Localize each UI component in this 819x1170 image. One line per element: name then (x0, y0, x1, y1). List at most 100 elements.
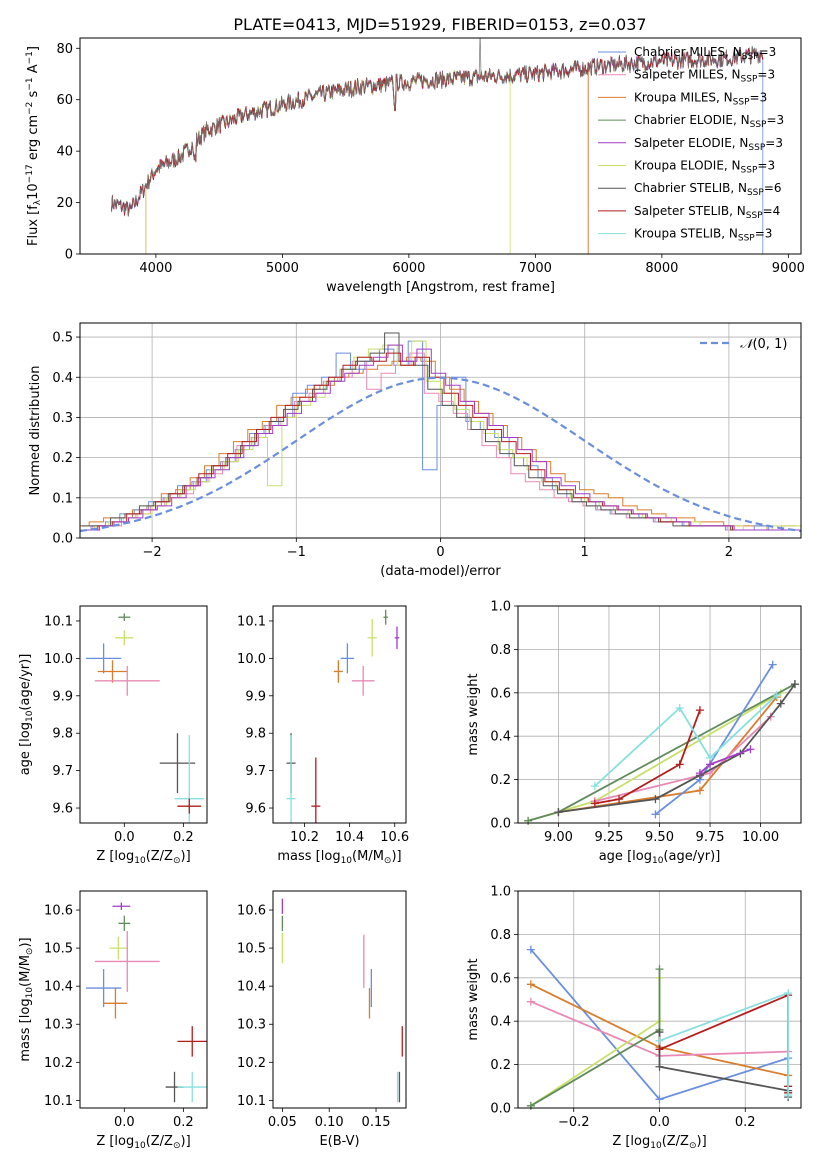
series-marker (776, 699, 785, 708)
label-part: =6 (764, 181, 782, 195)
x-axis-label: Z [log10(Z/Z⊙)] (612, 1134, 706, 1151)
y-tick-label: 0.4 (490, 730, 511, 745)
y-tick-label: 1.0 (490, 600, 511, 615)
axes-frame (79, 890, 208, 1109)
label-part: (age/yr)] (18, 654, 33, 711)
axes-frame (517, 605, 802, 824)
x-tick-label: 0.05 (268, 1115, 297, 1130)
y-tick-label: 9.7 (52, 764, 73, 779)
series-line (594, 716, 772, 803)
x-tick-label: 9.50 (645, 830, 674, 845)
x-tick-label: 9.00 (544, 830, 573, 845)
label-part: =3 (765, 136, 783, 150)
y-tick-label: 10.1 (237, 614, 266, 629)
panels: 4000 5000 6000 7000 8000 9000020406080wavelen… (18, 37, 805, 1151)
label-part: 10 (25, 987, 35, 999)
series-line (527, 683, 796, 822)
y-tick-label: 10.1 (44, 614, 73, 629)
x-tick-label: 0 (436, 545, 444, 560)
label-part: age [log (599, 849, 652, 864)
y-axis-label: age [log10(age/yr)] (18, 654, 35, 776)
x-tick-label: 0.10 (315, 1115, 344, 1130)
x-tick-label: 5000 (266, 261, 299, 276)
y-tick-label: 0.5 (52, 331, 73, 346)
x-axis-label: mass [log10(M/M⊙)] (277, 849, 401, 866)
series (526, 945, 793, 1110)
figure-title: PLATE=0413, MJD=51929, FIBERID=0153, z=0… (233, 15, 646, 34)
y-tick-label: 9.9 (52, 689, 73, 704)
legend-label: Chabrier MILES, NSSP=3 (634, 45, 776, 62)
label-part: 10 (134, 1141, 146, 1151)
series (524, 660, 799, 825)
series-marker (790, 680, 799, 689)
chart-mass_vs_Z: 0.0 0.210.110.210.310.410.510.6Z [log10(Z… (18, 890, 208, 1151)
label-part: =3 (755, 227, 773, 241)
x-tick-label: 0.0 (649, 1115, 670, 1130)
label-part: Chabrier STELIB, N (634, 181, 747, 195)
series-marker (655, 1036, 664, 1045)
y-tick-label: 9.8 (245, 727, 266, 742)
x-tick-label: 10.6 (380, 830, 409, 845)
label-part: Salpeter ELODIE, N (634, 136, 748, 150)
label-part: ⊙ (689, 1141, 697, 1151)
legend-label: Chabrier STELIB, NSSP=6 (634, 181, 782, 198)
x-axis-label: E(B-V) (319, 1134, 359, 1149)
chart-mass_vs_ebv: 0.05 0.10 0.15 10.1 10.2 10.3 10.4 10.5 10.6 E(B-… (237, 890, 407, 1149)
y-tick-label: 10.2 (44, 1056, 73, 1071)
y-tick-label: 10.6 (237, 904, 266, 919)
x-tick-label: 9000 (772, 261, 805, 276)
y-tick-label: 10.2 (237, 1056, 266, 1071)
x-axis-label: wavelength [Angstrom, rest frame] (326, 280, 555, 295)
series-marker (784, 1090, 793, 1099)
y-axis-label: mass weight (466, 673, 481, 755)
spectrum-line (145, 60, 589, 254)
label-part: (0, 1) (752, 337, 787, 352)
y-tick-label: 60 (56, 93, 73, 108)
series-marker (615, 795, 624, 804)
series-marker (526, 980, 535, 989)
label-part: SSP (748, 143, 765, 153)
series-marker (655, 1045, 664, 1054)
label-part: age [log (18, 722, 33, 775)
label-part: )] (18, 937, 33, 947)
axes-frame (79, 37, 802, 255)
x-axis-label: (data-model)/error (380, 564, 501, 579)
label-part: Chabrier ELODIE, N (634, 113, 750, 127)
y-tick-label: 40 (56, 145, 73, 160)
normal-curve (80, 376, 801, 533)
y-tick-label: 9.6 (245, 802, 266, 817)
label-part: ] (26, 46, 41, 51)
label-part: =3 (750, 90, 768, 104)
label-part: )] (697, 1134, 707, 1149)
x-tick-label: 9.25 (594, 830, 623, 845)
x-axis-label: Z [log10(Z/Z⊙)] (96, 849, 190, 866)
x-axis-label: age [log10(age/yr)] (599, 849, 721, 866)
y-tick-label: 0.1 (52, 491, 73, 506)
y-tick-label: 0.8 (490, 643, 511, 658)
series-marker (772, 690, 781, 699)
y-tick-label: 0.0 (490, 1102, 511, 1117)
series-marker (524, 816, 533, 825)
label-part: (M/M (18, 955, 33, 987)
label-part: mass [log (18, 998, 33, 1061)
y-tick-label: 10.5 (44, 942, 73, 957)
series-marker (746, 745, 755, 754)
label-part: =4 (763, 204, 781, 218)
label-part: =3 (759, 45, 777, 59)
y-axis-label: mass weight (466, 958, 481, 1040)
label-part: 10 (134, 856, 146, 866)
label-part: −2 (25, 102, 35, 115)
series-marker (675, 760, 684, 769)
points (85, 613, 205, 823)
x-tick-label: 0.2 (173, 830, 194, 845)
label-part: Salpeter MILES, N (634, 68, 741, 82)
x-tick-label: 10.4 (335, 830, 364, 845)
label-part: wavelength [Angstrom, rest frame] (326, 280, 555, 295)
y-tick-label: 10.4 (44, 980, 73, 995)
x-tick-label: 0.0 (114, 1115, 135, 1130)
series-marker (655, 1095, 664, 1104)
y-tick-label: 0.6 (490, 971, 511, 986)
series-marker (526, 997, 535, 1006)
x-tick-label: 0.2 (735, 1115, 756, 1130)
